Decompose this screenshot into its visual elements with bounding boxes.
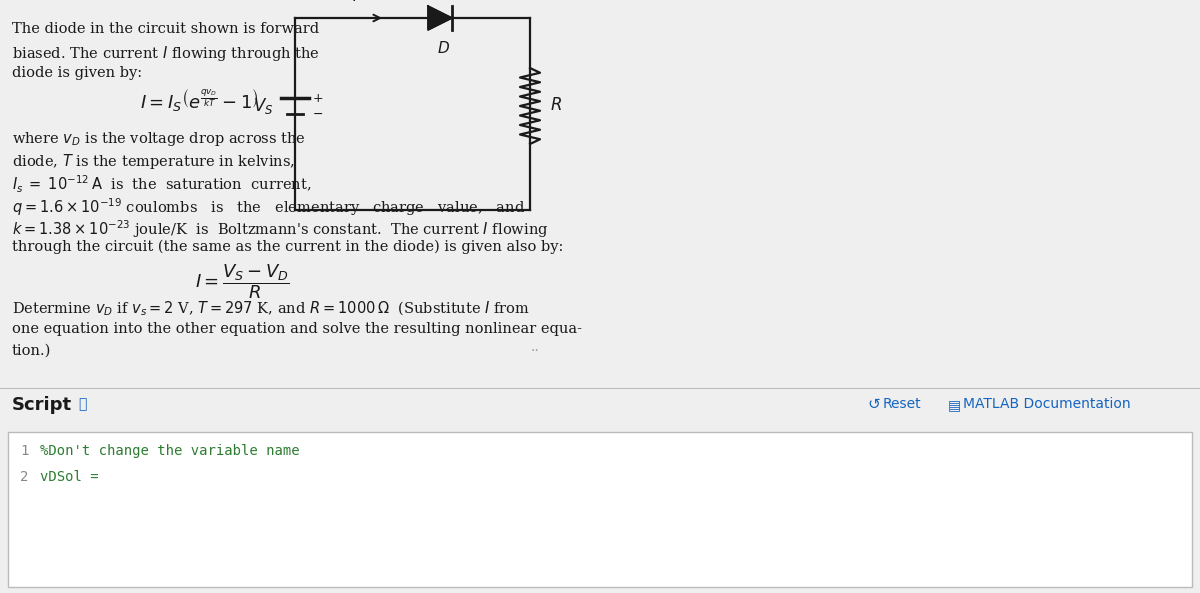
Text: %Don't change the variable name: %Don't change the variable name <box>40 444 300 458</box>
Text: 1: 1 <box>20 444 29 458</box>
Text: biased. The current $I$ flowing through the: biased. The current $I$ flowing through … <box>12 44 320 63</box>
Text: $I = \dfrac{V_S - V_D}{R}$: $I = \dfrac{V_S - V_D}{R}$ <box>194 262 290 301</box>
Text: $D$: $D$ <box>438 40 450 56</box>
Text: +: + <box>313 91 324 104</box>
Text: vDSol =: vDSol = <box>40 470 98 484</box>
Text: one equation into the other equation and solve the resulting nonlinear equa-: one equation into the other equation and… <box>12 322 582 336</box>
Text: ↺: ↺ <box>866 397 880 412</box>
Text: $k = 1.38 \times 10^{-23}$ joule/K  is  Boltzmann's constant.  The current $I$ f: $k = 1.38 \times 10^{-23}$ joule/K is Bo… <box>12 218 548 240</box>
Text: MATLAB Documentation: MATLAB Documentation <box>964 397 1130 411</box>
Text: ..: .. <box>530 340 539 354</box>
Text: $I = I_S\left(e^{\frac{qv_D}{kT}} - 1\right)$: $I = I_S\left(e^{\frac{qv_D}{kT}} - 1\ri… <box>140 88 258 114</box>
Text: ▤: ▤ <box>948 398 961 412</box>
Text: $I$: $I$ <box>352 0 358 4</box>
Text: $V_S$: $V_S$ <box>253 96 274 116</box>
Text: $I_s \; = \; 10^{-12}\,\mathrm{A}$  is  the  saturation  current,: $I_s \; = \; 10^{-12}\,\mathrm{A}$ is th… <box>12 174 311 196</box>
Text: tion.): tion.) <box>12 344 52 358</box>
Text: $R$: $R$ <box>550 97 562 114</box>
Text: −: − <box>313 107 324 120</box>
Text: diode is given by:: diode is given by: <box>12 66 142 80</box>
Polygon shape <box>428 6 452 30</box>
Text: The diode in the circuit shown is forward: The diode in the circuit shown is forwar… <box>12 22 319 36</box>
FancyBboxPatch shape <box>0 388 1200 433</box>
FancyBboxPatch shape <box>8 432 1192 587</box>
Text: Determine $v_D$ if $v_s = 2$ V, $T = 297$ K, and $R = 1000\,\Omega$  (Substitute: Determine $v_D$ if $v_s = 2$ V, $T = 297… <box>12 300 530 318</box>
Text: Script: Script <box>12 396 72 414</box>
Text: ⓘ: ⓘ <box>78 397 86 411</box>
Text: Reset: Reset <box>883 397 922 411</box>
Text: through the circuit (the same as the current in the diode) is given also by:: through the circuit (the same as the cur… <box>12 240 563 254</box>
Text: where $v_D$ is the voltage drop across the: where $v_D$ is the voltage drop across t… <box>12 130 306 148</box>
Text: diode, $T$ is the temperature in kelvins,: diode, $T$ is the temperature in kelvins… <box>12 152 295 171</box>
Text: 2: 2 <box>20 470 29 484</box>
Text: $q = 1.6 \times 10^{-19}$ coulombs   is   the   elementary   charge   value,   a: $q = 1.6 \times 10^{-19}$ coulombs is th… <box>12 196 526 218</box>
